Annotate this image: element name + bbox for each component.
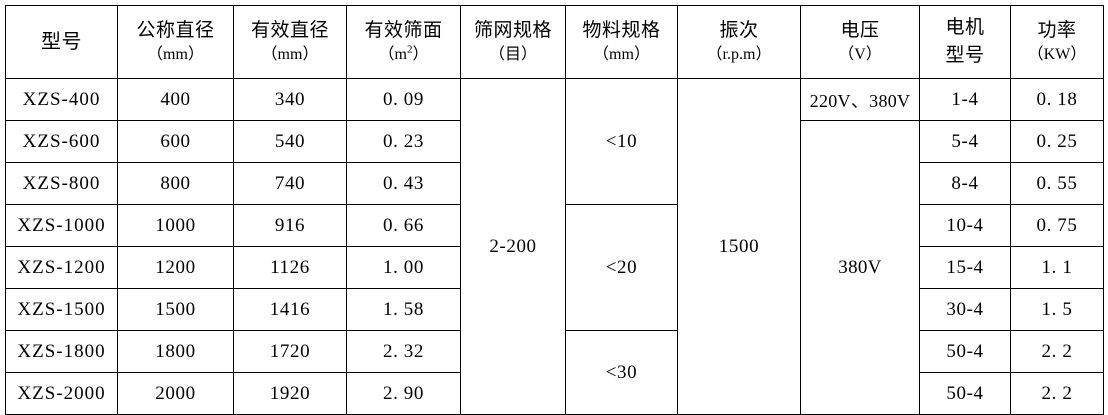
table-row: XZS-1200 1200 1126 1. 00 15-4 1. 1 xyxy=(5,246,1104,289)
cell-model: XZS-1500 xyxy=(5,288,118,331)
cell-effective-diameter: 740 xyxy=(233,162,347,205)
column-header-nominal-diameter-unit: （mm） xyxy=(147,45,204,63)
column-header-model-label: 型号 xyxy=(41,30,82,53)
cell-effective-screen-area: 2. 32 xyxy=(346,330,461,373)
cell-motor-model: 30-4 xyxy=(919,288,1011,331)
column-header-vibration-frequency-unit: （r.p.m） xyxy=(706,45,772,63)
column-header-nominal-diameter-label: 公称直径 xyxy=(136,20,215,42)
cell-vibration-frequency-merged: 1500 xyxy=(677,78,801,415)
cell-power: 0. 25 xyxy=(1010,120,1104,163)
column-header-effective-diameter-label: 有效直径 xyxy=(250,20,329,42)
column-header-mesh-spec-label: 筛网规格 xyxy=(473,20,552,42)
cell-effective-screen-area: 2. 90 xyxy=(346,372,461,415)
cell-effective-screen-area: 0. 23 xyxy=(346,120,461,163)
cell-mesh-spec-merged: 2-200 xyxy=(460,78,566,415)
column-header-voltage-label: 电压 xyxy=(840,20,880,42)
table-body: XZS-400 400 340 0. 09 2-200 <10 1500 220… xyxy=(5,78,1104,415)
column-header-effective-screen-area-unit: （m2） xyxy=(349,43,458,65)
cell-material-spec-merged-3: <30 xyxy=(565,330,678,415)
cell-power: 1. 5 xyxy=(1010,288,1104,331)
unit-tail: ） xyxy=(412,45,429,63)
cell-model: XZS-600 xyxy=(5,120,118,163)
table-row: XZS-2000 2000 1920 2. 90 50-4 2. 2 xyxy=(5,372,1104,415)
cell-power: 0. 18 xyxy=(1010,78,1104,121)
cell-nominal-diameter: 1500 xyxy=(117,288,234,331)
column-header-material-spec-label: 物料规格 xyxy=(582,20,661,42)
column-header-effective-diameter-unit: （mm） xyxy=(261,45,319,63)
column-header-motor-model-sublabel: 型号 xyxy=(945,45,985,66)
cell-effective-screen-area: 0. 43 xyxy=(346,162,461,205)
table-row: XZS-1500 1500 1416 1. 58 30-4 1. 5 xyxy=(5,288,1104,331)
cell-nominal-diameter: 1200 xyxy=(117,246,234,289)
column-header-voltage: 电压 （V） xyxy=(800,5,920,79)
table-row: XZS-1800 1800 1720 2. 32 <30 50-4 2. 2 xyxy=(5,330,1104,415)
cell-voltage-merged: 380V xyxy=(800,120,920,415)
cell-effective-screen-area: 0. 66 xyxy=(346,204,461,247)
cell-motor-model: 50-4 xyxy=(919,330,1011,373)
cell-power: 0. 75 xyxy=(1010,204,1104,247)
cell-model: XZS-1200 xyxy=(5,246,118,289)
column-header-mesh-spec-unit: （目） xyxy=(488,45,537,63)
unit-base: （m xyxy=(378,45,407,63)
column-header-power-label: 功率 xyxy=(1037,20,1077,42)
cell-power: 2. 2 xyxy=(1010,372,1104,415)
column-header-vibration-frequency-label: 振次 xyxy=(719,20,759,42)
cell-effective-screen-area: 1. 00 xyxy=(346,246,461,289)
column-header-motor-model-label: 电机 xyxy=(945,17,985,39)
cell-motor-model: 8-4 xyxy=(919,162,1011,205)
column-header-material-spec: 物料规格 （mm） xyxy=(565,5,678,79)
cell-effective-screen-area: 0. 09 xyxy=(346,78,461,121)
cell-effective-diameter: 340 xyxy=(233,78,347,121)
table-row: XZS-600 600 540 0. 23 380V 5-4 0. 25 xyxy=(5,120,1104,415)
cell-motor-model: 5-4 xyxy=(919,120,1011,163)
column-header-effective-screen-area-label: 有效筛面 xyxy=(364,20,443,42)
column-header-vibration-frequency: 振次 （r.p.m） xyxy=(677,5,801,79)
cell-material-spec-merged-1: <10 xyxy=(565,78,678,205)
column-header-voltage-unit: （V） xyxy=(838,45,882,63)
cell-effective-diameter: 540 xyxy=(233,120,347,163)
column-header-motor-model: 电机 型号 xyxy=(919,5,1011,79)
cell-model: XZS-1000 xyxy=(5,204,118,247)
column-header-nominal-diameter: 公称直径 （mm） xyxy=(117,5,234,79)
cell-effective-diameter: 1920 xyxy=(233,372,347,415)
table-header: 型号 公称直径 （mm） 有效直径 （mm） 有效筛面 （m2） 筛网规格 （目… xyxy=(5,5,1104,79)
column-header-power-unit: （KW） xyxy=(1027,45,1087,63)
column-header-material-spec-unit: （mm） xyxy=(593,45,650,63)
unit-superscript: 2 xyxy=(406,43,413,56)
table-row: XZS-1000 1000 916 0. 66 <20 10-4 0. 75 xyxy=(5,204,1104,331)
cell-motor-model: 15-4 xyxy=(919,246,1011,289)
cell-effective-diameter: 1416 xyxy=(233,288,347,331)
cell-nominal-diameter: 1800 xyxy=(117,330,234,373)
cell-model: XZS-400 xyxy=(5,78,118,121)
cell-voltage-1: 220V、380V xyxy=(800,78,920,121)
cell-power: 0. 55 xyxy=(1010,162,1104,205)
column-header-model: 型号 xyxy=(5,5,118,79)
cell-power: 1. 1 xyxy=(1010,246,1104,289)
column-header-mesh-spec: 筛网规格 （目） xyxy=(460,5,566,79)
cell-model: XZS-1800 xyxy=(5,330,118,373)
specification-table: 型号 公称直径 （mm） 有效直径 （mm） 有效筛面 （m2） 筛网规格 （目… xyxy=(5,5,1104,415)
cell-nominal-diameter: 1000 xyxy=(117,204,234,247)
cell-effective-diameter: 1126 xyxy=(233,246,347,289)
column-header-effective-screen-area: 有效筛面 （m2） xyxy=(346,5,461,79)
cell-nominal-diameter: 800 xyxy=(117,162,234,205)
cell-motor-model: 10-4 xyxy=(919,204,1011,247)
column-header-effective-diameter: 有效直径 （mm） xyxy=(233,5,347,79)
cell-model: XZS-2000 xyxy=(5,372,118,415)
cell-nominal-diameter: 400 xyxy=(117,78,234,121)
cell-effective-diameter: 1720 xyxy=(233,330,347,373)
cell-effective-diameter: 916 xyxy=(233,204,347,247)
cell-effective-screen-area: 1. 58 xyxy=(346,288,461,331)
header-row: 型号 公称直径 （mm） 有效直径 （mm） 有效筛面 （m2） 筛网规格 （目… xyxy=(5,5,1104,79)
cell-nominal-diameter: 600 xyxy=(117,120,234,163)
cell-power: 2. 2 xyxy=(1010,330,1104,373)
column-header-power: 功率 （KW） xyxy=(1010,5,1104,79)
cell-material-spec-merged-2: <20 xyxy=(565,204,678,331)
cell-model: XZS-800 xyxy=(5,162,118,205)
cell-motor-model: 1-4 xyxy=(919,78,1011,121)
cell-motor-model: 50-4 xyxy=(919,372,1011,415)
cell-nominal-diameter: 2000 xyxy=(117,372,234,415)
table-row: XZS-400 400 340 0. 09 2-200 <10 1500 220… xyxy=(5,78,1104,415)
